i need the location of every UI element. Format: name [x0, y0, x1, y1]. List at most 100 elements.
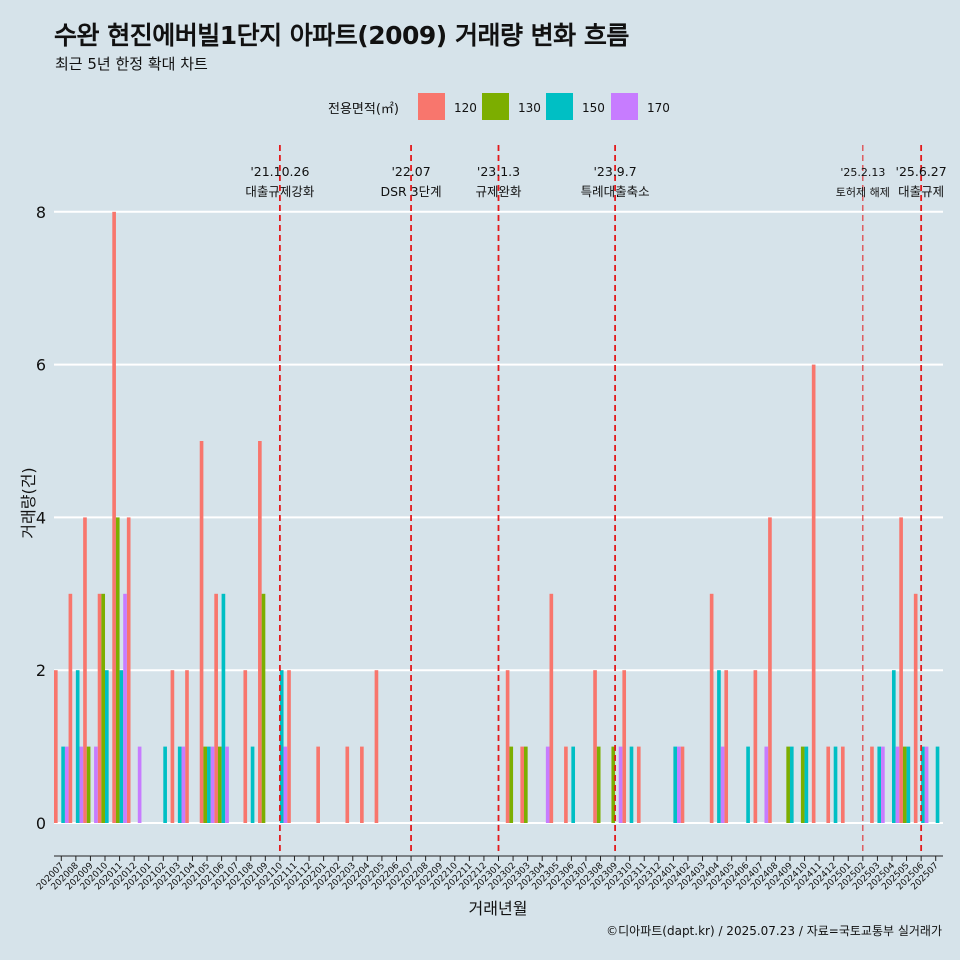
bar-150-202105	[207, 746, 211, 823]
bar-120-202310	[622, 670, 627, 823]
y-tick-label: 4	[36, 508, 46, 527]
bar-150-202110	[279, 670, 284, 823]
bar-150-202401	[673, 746, 678, 823]
bar-150-202008	[75, 670, 80, 823]
bar-170-202105	[210, 746, 215, 823]
event-date: '25.6.27	[896, 164, 947, 179]
bar-130-202009	[86, 746, 91, 823]
bar-130-202010	[101, 593, 106, 823]
bar-130-202410	[800, 746, 805, 823]
bar-120-202104	[185, 670, 189, 823]
bar-170-202012	[137, 746, 142, 823]
bar-120-202012	[126, 517, 131, 823]
legend-swatch	[482, 93, 509, 120]
bar-130-202409	[786, 746, 790, 823]
bar-120-202402	[680, 746, 685, 823]
bar-170-202503	[881, 746, 885, 823]
bar-150-202406	[746, 746, 750, 823]
bar-150-202108	[250, 746, 255, 823]
bar-120-202008	[68, 593, 73, 823]
bar-120-202302	[505, 670, 510, 823]
bar-120-202311	[636, 746, 641, 823]
legend-title: 전용면적(㎡)	[328, 102, 399, 117]
y-tick-label: 0	[36, 814, 46, 833]
bar-170-202103	[181, 746, 186, 823]
bar-150-202404	[717, 670, 721, 823]
bar-170-202506	[924, 746, 929, 823]
bar-120-202105	[199, 441, 204, 823]
bar-120-202506	[913, 593, 918, 823]
bar-170-202009	[94, 746, 98, 823]
bar-130-202302	[509, 746, 514, 823]
bar-150-202505	[906, 746, 911, 823]
bar-170-202007	[64, 746, 69, 823]
legend-label: 130	[518, 101, 541, 115]
bar-150-202409	[789, 746, 794, 823]
bar-150-202410	[804, 746, 809, 823]
bar-120-202103	[170, 670, 175, 823]
x-axis-label: 거래년월	[469, 899, 528, 918]
bar-170-202309	[618, 746, 623, 823]
bar-130-202011	[115, 517, 120, 823]
bar-150-202306	[571, 746, 576, 823]
y-tick-label: 8	[36, 203, 46, 222]
event-date: '22.07	[391, 164, 430, 179]
event-markers: '21.10.26 대출규제강화 '22.07 DSR 3단계 '23.1.3 규제완화 '…	[245, 145, 947, 851]
bar-150-202507	[935, 746, 940, 823]
event-label: 토허제 해제	[836, 185, 890, 199]
y-axis-label: 거래량(건)	[19, 467, 38, 538]
bar-120-202009	[83, 517, 87, 823]
event-label: 특례대출축소	[581, 184, 650, 199]
bar-120-202501	[840, 746, 845, 823]
bar-150-202010	[105, 670, 109, 823]
bar-150-202007	[61, 746, 65, 823]
bar-120-202011	[112, 211, 116, 824]
bar-120-202405	[724, 670, 729, 823]
event-label: DSR 3단계	[380, 184, 441, 199]
chart-title: 수완 현진에버빌1단지 아파트(2009) 거래량 변화 흐름	[54, 21, 629, 50]
bar-150-202102	[163, 746, 167, 823]
event-date: '23.9.7	[593, 164, 636, 179]
bar-170-202404	[720, 746, 725, 823]
legend: 전용면적(㎡) 120 130 150 170	[328, 93, 670, 120]
bar-120-202305	[549, 593, 554, 823]
bar-150-202504	[891, 670, 896, 823]
bar-120-202503	[870, 746, 874, 823]
bar-120-202411	[811, 364, 816, 823]
bar-130-202309	[611, 746, 616, 823]
event-date: '25.2.13	[840, 166, 885, 179]
bar-150-202412	[833, 746, 838, 823]
bar-120-202007	[54, 670, 58, 823]
y-tick-label: 6	[36, 356, 46, 375]
bar-120-202306	[564, 746, 568, 823]
bar-150-202310	[629, 746, 634, 823]
bar-120-202109	[258, 441, 262, 823]
bar-170-202008	[79, 746, 84, 823]
chart-subtitle: 최근 5년 한정 확대 차트	[55, 55, 208, 73]
event-label: 대출규제	[898, 184, 944, 199]
bar-130-202109	[261, 593, 266, 823]
bar-170-202106	[225, 746, 229, 823]
bar-130-202505	[902, 746, 907, 823]
legend-swatch	[546, 93, 573, 120]
bar-120-202111	[287, 670, 291, 823]
bar-120-202407	[753, 670, 758, 823]
event-date: '21.10.26	[250, 164, 309, 179]
bar-170-202110	[283, 746, 288, 823]
bar-120-202308	[593, 670, 597, 823]
bar-120-202203	[345, 746, 350, 823]
legend-label: 150	[582, 101, 605, 115]
bar-130-202303	[524, 746, 528, 823]
bar-120-202106	[214, 593, 218, 823]
bar-120-202412	[826, 746, 831, 823]
bar-130-202308	[596, 746, 601, 823]
bar-150-202106	[221, 593, 226, 823]
bar-120-202303	[520, 746, 525, 823]
bar-170-202304	[545, 746, 550, 823]
bar-170-202401	[677, 746, 681, 823]
bar-170-202407	[764, 746, 769, 823]
bar-120-202204	[360, 746, 364, 823]
bar-150-202506	[921, 746, 925, 823]
bar-150-202011	[119, 670, 124, 823]
